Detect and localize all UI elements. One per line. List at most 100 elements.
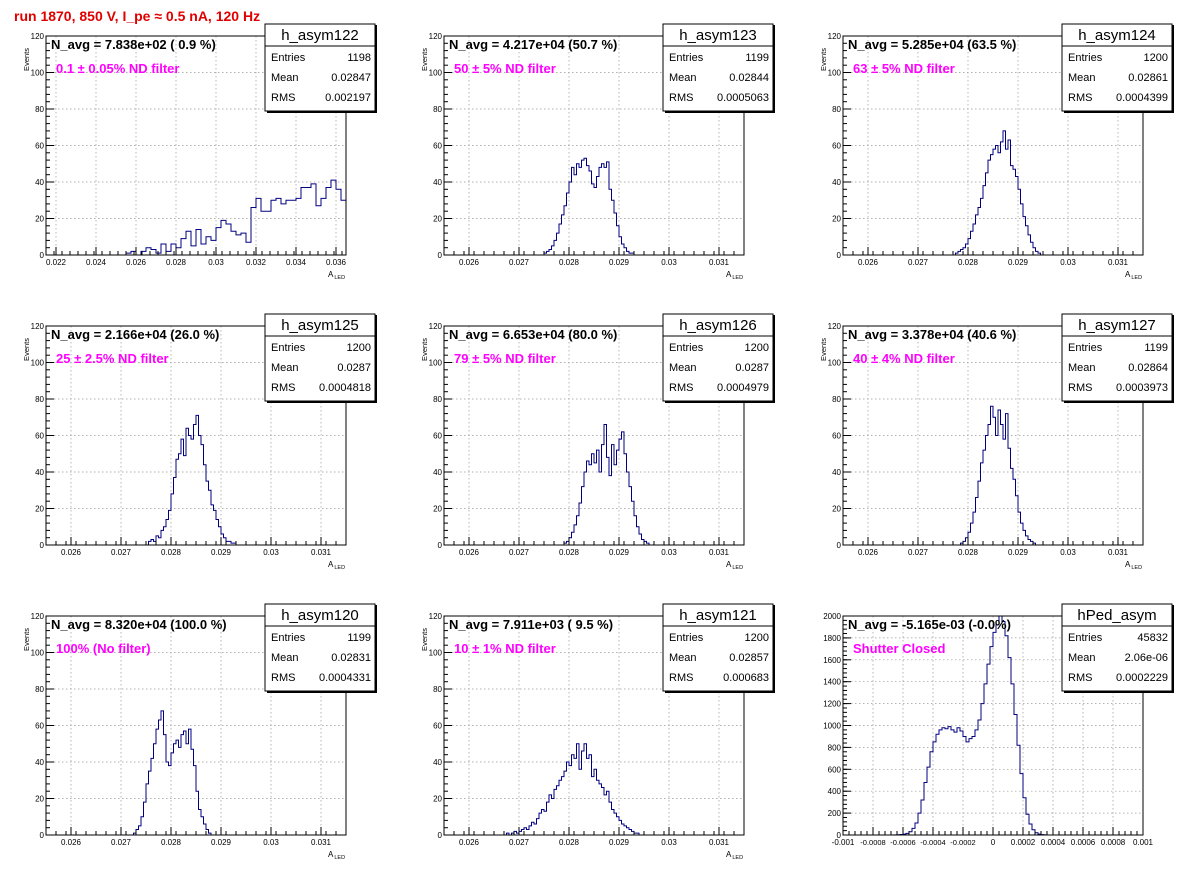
stats-value: 1198	[347, 52, 371, 64]
x-tick-label: -0.0004	[920, 838, 945, 847]
stats-value: 0.0004818	[319, 382, 371, 394]
x-tick-label: 0.03	[661, 838, 677, 847]
y-tick-label: 60	[35, 432, 44, 441]
y-tick-label: 20	[832, 505, 841, 514]
y-tick-label: 0	[837, 251, 842, 260]
stats-value: 1200	[745, 632, 769, 644]
x-axis-label: ALED	[726, 560, 743, 571]
histogram-panel: 0.026 0.027 0.028 0.029 0.03 0.031 0 20 40 60 80 10…	[797, 0, 1195, 295]
y-tick-label: 1200	[823, 700, 841, 709]
y-tick-label: 80	[35, 395, 44, 404]
filter-label: Shutter Closed	[853, 641, 946, 656]
y-tick-label: 60	[433, 142, 442, 151]
y-tick-label: 200	[828, 809, 842, 818]
y-tick-label: 120	[429, 322, 443, 331]
stats-box	[264, 23, 376, 112]
x-tick-label: 0.026	[61, 838, 82, 847]
x-tick-label: 0.032	[246, 258, 267, 267]
stats-label: RMS	[1068, 92, 1092, 104]
stats-label: RMS	[1068, 382, 1092, 394]
x-tick-label: 0.03	[208, 258, 224, 267]
y-tick-label: 40	[832, 178, 841, 187]
histogram-svg: 0.026 0.027 0.028 0.029 0.03 0.031 0 20 40 60 80 10…	[22, 313, 377, 571]
y-tick-label: 120	[31, 32, 45, 41]
y-tick-label: 100	[828, 69, 842, 78]
x-tick-label: 0.027	[908, 258, 929, 267]
y-tick-label: 1400	[823, 678, 841, 687]
y-tick-label: 0	[837, 541, 842, 550]
y-axis-label: Events	[819, 48, 828, 71]
y-tick-label: 20	[433, 795, 442, 804]
histogram-svg: 0.026 0.027 0.028 0.029 0.03 0.031 0 20 40 60 80 10…	[420, 313, 775, 571]
histogram-svg: 0.022 0.024 0.026 0.028 0.03 0.032 0.034 0.036 0…	[22, 23, 377, 281]
x-tick-label: 0.026	[459, 548, 480, 557]
x-tick-label: 0.001	[1133, 838, 1154, 847]
y-tick-label: 0	[438, 251, 443, 260]
x-tick-label: 0.028	[559, 838, 580, 847]
y-tick-label: 100	[429, 649, 443, 658]
stats-box	[1061, 603, 1173, 692]
y-tick-label: 80	[35, 685, 44, 694]
stats-label: Entries	[271, 52, 306, 64]
stats-value: 0.002197	[325, 92, 371, 104]
x-axis-label: ALED	[1125, 560, 1142, 571]
stats-value: 0.0004331	[319, 672, 371, 684]
stats-label: RMS	[271, 672, 295, 684]
x-tick-label: 0.026	[858, 258, 879, 267]
histogram-name: h_asym124	[1078, 27, 1156, 44]
y-tick-label: 400	[828, 787, 842, 796]
x-tick-label: 0.027	[509, 838, 530, 847]
stats-value: 1200	[1144, 52, 1168, 64]
y-tick-label: 80	[832, 105, 841, 114]
x-tick-label: 0.027	[509, 548, 530, 557]
y-tick-label: 40	[832, 468, 841, 477]
x-tick-label: 0.028	[166, 258, 187, 267]
y-tick-label: 80	[832, 395, 841, 404]
x-tick-label: -0.0002	[950, 838, 975, 847]
y-tick-label: 120	[429, 612, 443, 621]
stats-label: Mean	[669, 652, 697, 664]
stats-value: 0.0287	[735, 362, 769, 374]
stats-label: RMS	[669, 92, 693, 104]
x-tick-label: 0.028	[559, 258, 580, 267]
y-tick-label: 20	[433, 505, 442, 514]
y-tick-label: 2000	[823, 612, 841, 621]
histogram-bins	[46, 710, 346, 836]
y-tick-label: 0	[438, 831, 443, 840]
filter-label: 10 ± 1% ND filter	[454, 641, 556, 656]
histogram-name: h_asym125	[281, 317, 359, 334]
x-tick-label: 0.029	[609, 258, 630, 267]
y-tick-label: 1600	[823, 656, 841, 665]
y-tick-label: 40	[35, 468, 44, 477]
y-tick-label: 100	[31, 69, 45, 78]
y-tick-label: 20	[35, 795, 44, 804]
stats-label: RMS	[1068, 672, 1092, 684]
stats-label: Entries	[271, 632, 306, 644]
histogram-svg: -0.001 -0.0008 -0.0006 -0.0004 -0.0002 0 0.000…	[823, 603, 1174, 847]
histogram-bins	[46, 179, 347, 256]
filter-label: 100% (No filter)	[56, 641, 151, 656]
y-tick-label: 1000	[823, 722, 841, 731]
stats-label: RMS	[669, 382, 693, 394]
n-avg-annotation: N_avg = 3.378e+04 (40.6 %)	[848, 327, 1016, 342]
y-tick-label: 80	[433, 685, 442, 694]
filter-label: 25 ± 2.5% ND filter	[56, 351, 169, 366]
y-tick-label: 20	[832, 215, 841, 224]
x-tick-label: 0.027	[908, 548, 929, 557]
x-tick-label: 0.03	[263, 548, 279, 557]
x-tick-label: 0.031	[311, 548, 332, 557]
histogram-panel: -0.001 -0.0008 -0.0006 -0.0004 -0.0002 0 0.000…	[797, 580, 1195, 875]
y-tick-label: 100	[828, 359, 842, 368]
stats-box	[264, 313, 376, 402]
stats-value: 0.0005063	[717, 92, 769, 104]
y-axis-label: Events	[420, 48, 429, 71]
histogram-svg: 0.026 0.027 0.028 0.029 0.03 0.031 0 20 40 60 80 10…	[819, 23, 1174, 281]
x-tick-label: 0.031	[1108, 548, 1129, 557]
stats-value: 2.06e-06	[1125, 652, 1168, 664]
y-tick-label: 100	[31, 359, 45, 368]
y-tick-label: 60	[433, 432, 442, 441]
y-tick-label: 40	[35, 758, 44, 767]
y-axis-label: Events	[819, 338, 828, 361]
histogram-name: h_asym120	[281, 607, 359, 624]
stats-label: Entries	[271, 342, 306, 354]
